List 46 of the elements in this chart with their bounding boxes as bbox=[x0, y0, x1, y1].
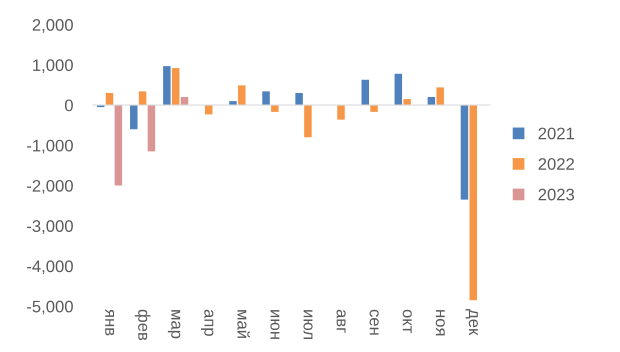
x-tick-label: мар bbox=[168, 310, 180, 338]
bar bbox=[304, 105, 312, 138]
bar bbox=[428, 97, 436, 106]
bar bbox=[204, 105, 212, 114]
y-tick-label: -3,000 bbox=[27, 220, 73, 234]
y-tick-label: -2,000 bbox=[27, 180, 73, 194]
x-tick-label: май bbox=[237, 310, 250, 338]
bar bbox=[436, 87, 444, 106]
bar bbox=[138, 91, 146, 106]
x-tick-label: окт bbox=[402, 310, 412, 334]
y-tick-label: 0 bbox=[64, 100, 73, 112]
bar bbox=[180, 97, 188, 106]
bar bbox=[295, 93, 303, 106]
bar bbox=[394, 74, 402, 106]
bar bbox=[130, 105, 138, 130]
y-tick-label: -4,000 bbox=[27, 260, 73, 274]
x-tick-label: янв bbox=[105, 309, 114, 336]
x-tick-label: ноя bbox=[436, 310, 445, 336]
legend-label: 2021 bbox=[538, 128, 574, 140]
bar bbox=[470, 105, 478, 300]
bar bbox=[148, 105, 156, 152]
bar bbox=[403, 99, 411, 106]
y-tick-label: 2,000 bbox=[32, 19, 73, 33]
bar bbox=[337, 105, 345, 120]
legend-label: 2022 bbox=[538, 158, 574, 170]
bar bbox=[106, 93, 114, 106]
y-tick-label: 1,000 bbox=[33, 59, 73, 74]
bar bbox=[271, 105, 279, 112]
x-tick-label: сен bbox=[370, 310, 379, 335]
bar bbox=[262, 91, 270, 106]
x-tick-label: апр bbox=[200, 310, 214, 336]
x-tick-label: авг bbox=[336, 310, 346, 333]
x-tick-label: фев bbox=[134, 310, 150, 340]
bar bbox=[370, 105, 378, 112]
y-tick-label: -5,000 bbox=[27, 300, 73, 314]
bar bbox=[163, 66, 171, 106]
bar bbox=[238, 85, 246, 106]
bar bbox=[460, 105, 468, 200]
legend-label: 2023 bbox=[538, 188, 574, 200]
x-tick-label: дек bbox=[466, 309, 478, 336]
y-tick-label: -1,000 bbox=[27, 140, 73, 154]
bar bbox=[172, 68, 180, 106]
bar bbox=[362, 80, 369, 106]
x-tick-label: июн bbox=[270, 310, 280, 339]
x-tick-label: июл bbox=[303, 310, 313, 340]
bar bbox=[114, 105, 122, 186]
